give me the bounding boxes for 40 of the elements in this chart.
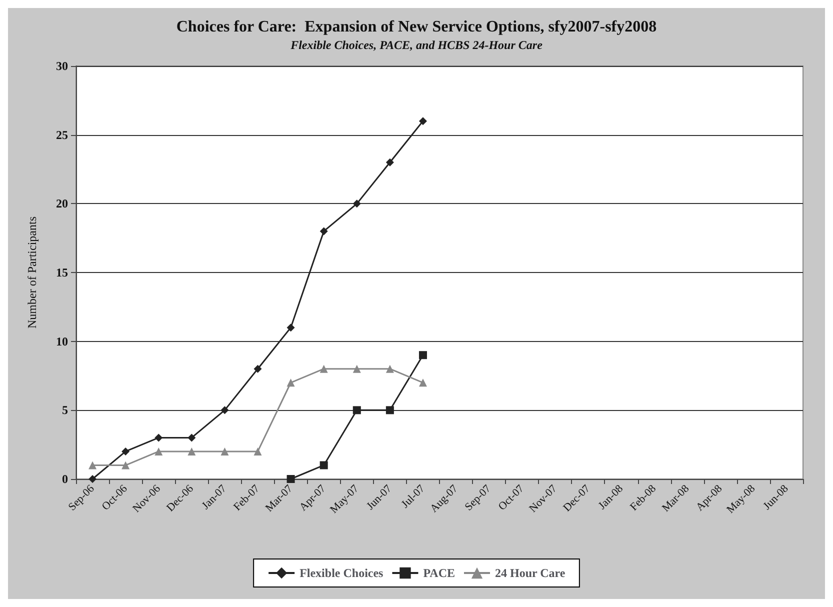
point: [386, 364, 394, 373]
point: [188, 447, 196, 456]
y-tick-label: 5: [62, 403, 68, 418]
point: [122, 447, 130, 456]
point: [386, 158, 394, 166]
point: [220, 406, 229, 414]
point: [154, 447, 163, 456]
legend-label: PACE: [423, 566, 456, 580]
point: [254, 364, 262, 373]
point: [386, 406, 394, 414]
point: [188, 434, 196, 442]
point: [154, 434, 163, 442]
y-tick-label: 30: [56, 59, 68, 73]
chart-title: Choices for Care: Expansion of New Service Options, sfy2007-sfy2008: [176, 18, 657, 36]
point: [220, 447, 229, 456]
point: [286, 324, 295, 332]
point: [286, 475, 295, 483]
point: [88, 475, 97, 483]
point: [286, 378, 295, 387]
y-axis-title: Number of Participants: [25, 216, 39, 328]
point: [122, 461, 130, 470]
point: [320, 227, 328, 236]
point: [320, 461, 328, 470]
y-tick-label: 0: [62, 472, 68, 486]
legend-label: Flexible Choices: [300, 566, 384, 580]
point: [352, 200, 361, 208]
point: [418, 378, 427, 387]
point: [254, 447, 262, 456]
y-tick-label: 25: [56, 128, 68, 142]
legend-label: 24 Hour Care: [494, 566, 566, 580]
point: [352, 364, 361, 373]
y-tick-label: 10: [56, 334, 68, 348]
y-tick-label: 20: [56, 196, 68, 211]
point: [320, 364, 328, 373]
chart-subtitle: Flexible Choices, PACE, and HCBS 24-Hour Care: [290, 38, 544, 52]
point: [352, 406, 361, 414]
point: [88, 461, 97, 470]
y-tick-label: 15: [56, 266, 68, 280]
point: [418, 351, 427, 360]
point: [418, 117, 427, 126]
